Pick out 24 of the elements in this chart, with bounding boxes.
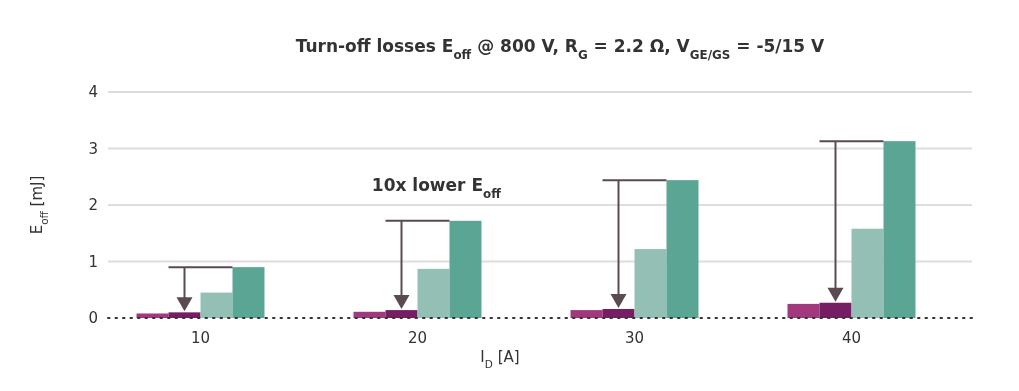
- x-tick-label: 40: [841, 329, 862, 348]
- bar: [666, 180, 699, 318]
- y-tick-label: 2: [88, 196, 98, 215]
- bar: [851, 228, 884, 318]
- bar: [570, 310, 603, 318]
- annotation: 10x lower E$_{off}$: [371, 175, 502, 201]
- x-tick-label: 10: [190, 329, 211, 348]
- y-tick-label: 0: [88, 309, 98, 328]
- chart-title: Turn-off losses E$_{off}$ @ 800 V, R$_{G}$ = 2.2 Ω, V$_{GE/GS}$ = -5/15 V: [295, 36, 826, 62]
- x-axis-title: I$_{D}$ [A]: [480, 348, 520, 370]
- bar: [353, 311, 386, 318]
- bar: [232, 267, 265, 318]
- bar: [136, 313, 169, 318]
- x-tick-label: 30: [624, 329, 645, 348]
- x-tick-label: 20: [407, 329, 428, 348]
- bar: [883, 141, 916, 318]
- y-tick-label: 1: [88, 252, 98, 271]
- bar: [634, 249, 667, 318]
- bar: [787, 303, 820, 318]
- bar: [200, 292, 233, 318]
- y-tick-label: 3: [88, 139, 98, 158]
- y-tick-label: 4: [88, 83, 98, 102]
- bar: [449, 220, 482, 318]
- bar: [417, 268, 450, 318]
